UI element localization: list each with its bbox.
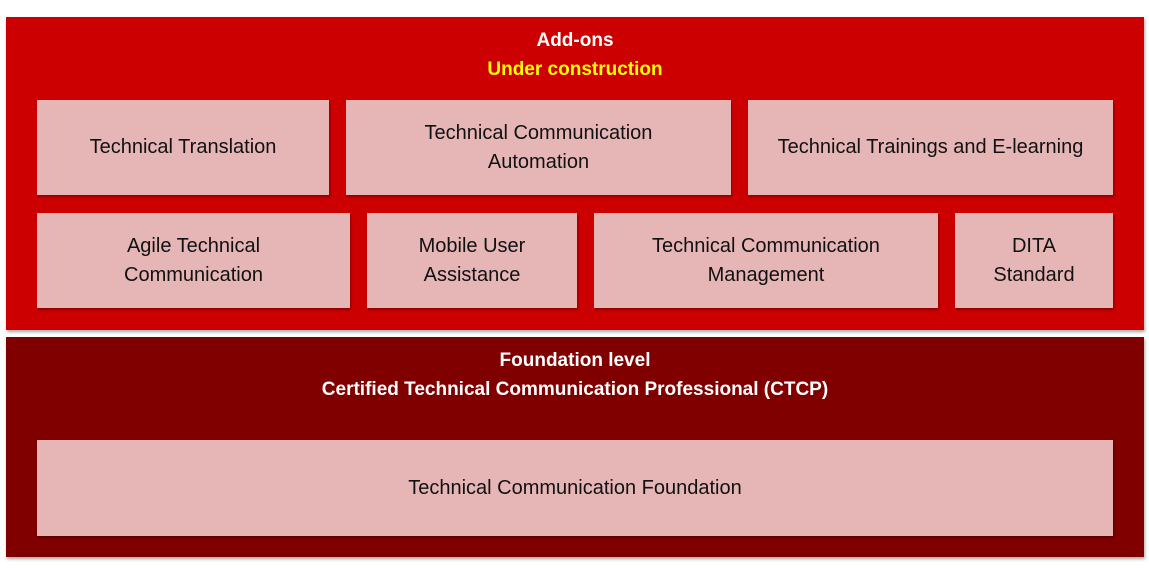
foundation-heading: Foundation level Certified Technical Com…	[6, 346, 1144, 404]
addon-box-tc-automation: Technical Communication Automation	[346, 100, 731, 195]
addon-box-dita-standard: DITA Standard	[955, 213, 1113, 308]
addon-box-label: Technical Trainings and E-learning	[777, 136, 1084, 158]
foundation-box-tc-foundation: Technical Communication Foundation	[37, 440, 1113, 536]
addon-box-agile-tc: Agile Technical Communication	[37, 213, 350, 308]
addon-box-label: Technical Communication Automation	[424, 121, 653, 173]
addon-box-label: DITA Standard	[993, 234, 1075, 286]
addon-box-technical-translation: Technical Translation	[37, 100, 329, 195]
addon-box-mobile-ua: Mobile User Assistance	[367, 213, 577, 308]
addons-title: Add-ons	[536, 30, 614, 51]
addons-subtitle: Under construction	[487, 59, 663, 80]
addon-box-label: Technical Translation	[89, 136, 277, 158]
foundation-panel: Foundation level Certified Technical Com…	[6, 337, 1144, 557]
addons-heading: Add-ons Under construction	[6, 26, 1144, 84]
foundation-box-label: Technical Communication Foundation	[408, 476, 742, 499]
foundation-subtitle: Certified Technical Communication Profes…	[321, 379, 829, 400]
addon-box-trainings-elearning: Technical Trainings and E-learning	[748, 100, 1113, 195]
foundation-title: Foundation level	[499, 350, 651, 371]
addons-panel: Add-ons Under construction Technical Tra…	[6, 17, 1144, 330]
addon-box-label: Technical Communication Management	[652, 234, 880, 286]
addon-box-tc-management: Technical Communication Management	[594, 213, 938, 308]
addon-box-label: Agile Technical Communication	[124, 234, 263, 286]
addon-box-label: Mobile User Assistance	[418, 234, 526, 286]
